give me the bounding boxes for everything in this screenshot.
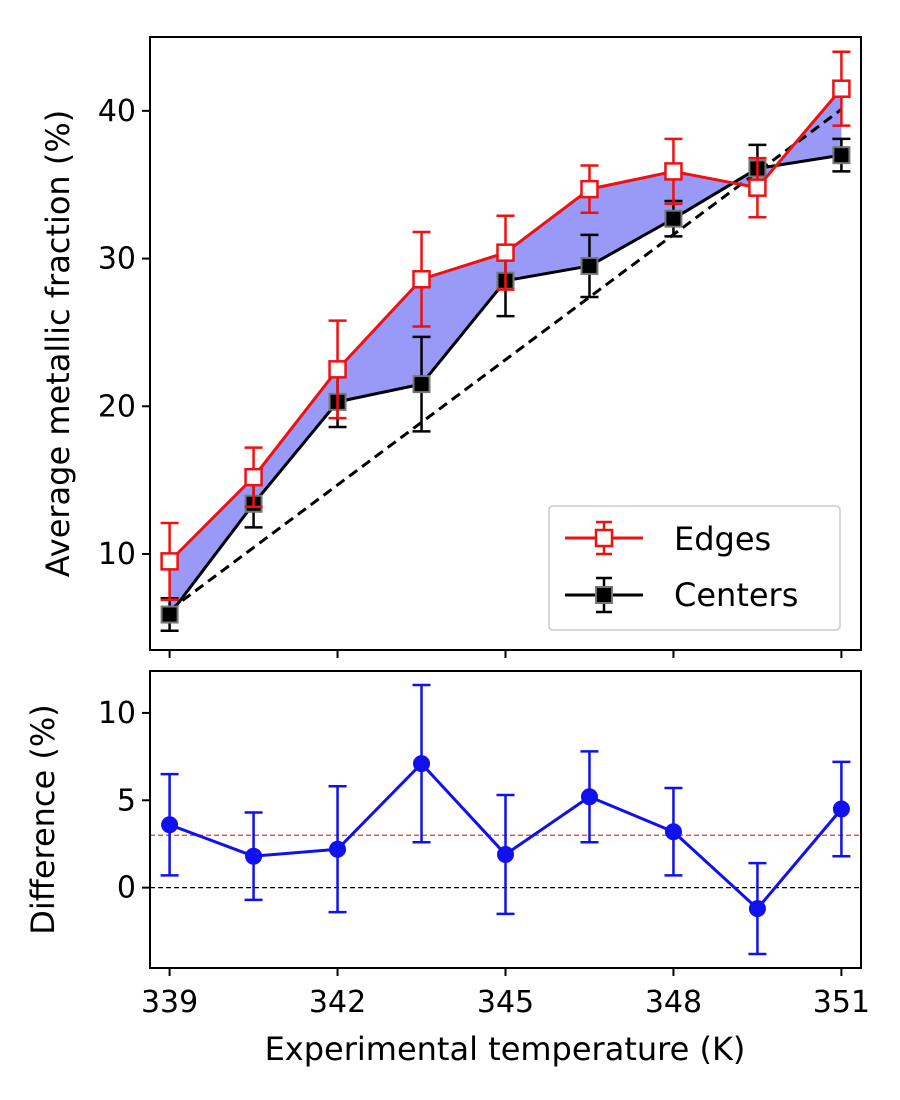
bottom-ytick-label: 5 xyxy=(117,783,136,818)
top-ytick-label: 10 xyxy=(98,537,136,572)
bottom-xtick-label: 345 xyxy=(477,985,534,1020)
marker-edges xyxy=(244,467,263,487)
series-edges-line xyxy=(168,87,843,563)
top-ytick-label: 40 xyxy=(98,94,136,129)
marker-difference xyxy=(329,840,347,858)
legend-entry-centers: Centers xyxy=(565,576,798,614)
bottom-panel: 0 5 10 339 342 345 348 351 Difference (%) Exper… xyxy=(24,670,870,1068)
bottom-xtick-label: 351 xyxy=(813,985,870,1020)
marker-difference xyxy=(748,900,766,918)
top-axes-layer: 10 20 30 40 xyxy=(98,94,843,658)
bottom-series-layer xyxy=(160,683,851,956)
marker-centers xyxy=(160,605,179,624)
marker-edges xyxy=(328,360,347,379)
bottom-axes-layer: 0 5 10 339 342 345 348 351 xyxy=(98,696,870,1020)
marker-edges xyxy=(664,162,683,181)
marker-difference xyxy=(580,788,598,806)
top-ytick-label: 20 xyxy=(98,389,136,424)
bottom-ytick-label: 0 xyxy=(117,871,136,906)
series-difference xyxy=(160,683,851,956)
marker-difference xyxy=(245,847,263,865)
marker-edges xyxy=(580,179,599,199)
marker-edges xyxy=(748,178,767,197)
x-axis-title: Experimental temperature (K) xyxy=(265,1030,746,1068)
reference-dashed-line xyxy=(168,108,843,612)
top-ref-layer xyxy=(168,108,843,612)
top-ytick-label: 30 xyxy=(98,242,136,277)
legend-entry-edges: Edges xyxy=(565,520,771,558)
bottom-y-axis-title: Difference (%) xyxy=(24,704,62,935)
marker-centers xyxy=(580,256,599,275)
bottom-xtick-label: 348 xyxy=(645,985,702,1020)
legend: Edges Centers xyxy=(548,505,841,631)
top-y-axis-title: Average metallic fraction (%) xyxy=(39,110,77,578)
bottom-xtick-label: 339 xyxy=(141,985,198,1020)
marker-edges xyxy=(160,552,179,571)
bottom-xtick-label: 342 xyxy=(309,985,366,1020)
marker-edges xyxy=(832,79,851,98)
marker-centers xyxy=(412,375,431,394)
marker-difference xyxy=(664,823,682,841)
marker-edges xyxy=(412,269,431,289)
marker-edges xyxy=(496,243,515,262)
marker-difference xyxy=(161,816,179,834)
marker-difference xyxy=(413,755,431,773)
marker-centers xyxy=(832,146,851,165)
legend-edges-marker xyxy=(594,528,614,548)
marker-centers xyxy=(664,209,683,228)
series-edges xyxy=(160,50,851,602)
bottom-ytick-label: 10 xyxy=(98,696,136,731)
top-series-layer xyxy=(160,50,851,633)
marker-difference xyxy=(832,800,850,818)
legend-edges-label: Edges xyxy=(674,520,771,558)
marker-difference xyxy=(497,845,514,863)
top-panel: 10 20 30 40 Average metallic fraction (%) E… xyxy=(39,36,862,658)
legend-centers-label: Centers xyxy=(674,576,798,614)
legend-centers-marker xyxy=(595,586,613,604)
